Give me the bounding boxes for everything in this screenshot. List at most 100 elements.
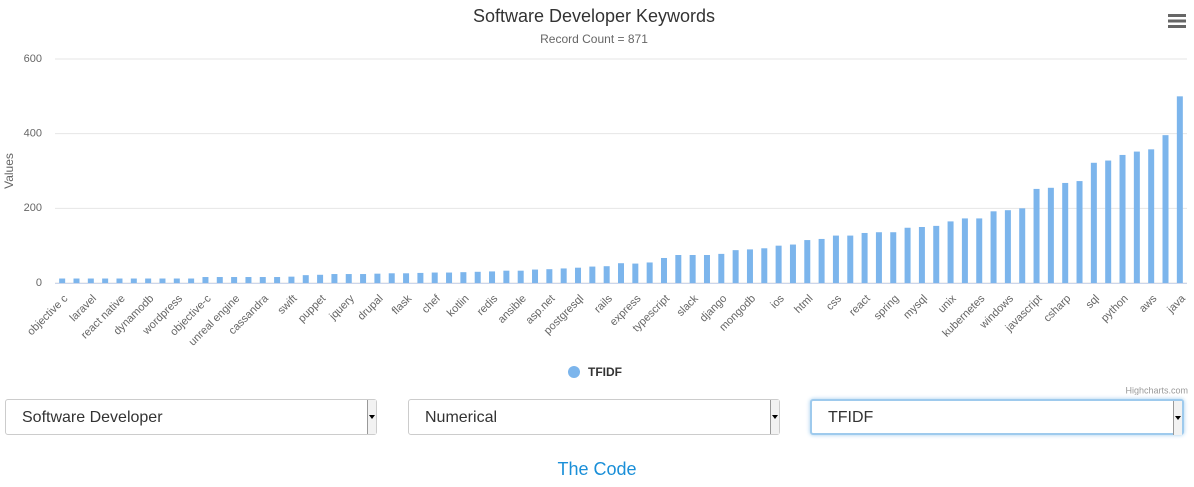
y-tick-label: 0 bbox=[36, 277, 42, 289]
x-tick-label: ansible bbox=[496, 293, 529, 326]
select-arrow bbox=[367, 400, 376, 434]
bar bbox=[360, 274, 367, 283]
select-arrow bbox=[1173, 401, 1182, 435]
bar bbox=[116, 278, 123, 283]
select-text: Software Developer bbox=[22, 409, 163, 426]
x-tick-label: rails bbox=[592, 292, 615, 315]
x-tick-label: react bbox=[847, 293, 873, 319]
menu-line bbox=[1168, 14, 1186, 17]
select[interactable]: TFIDF bbox=[810, 399, 1184, 435]
bar bbox=[847, 235, 854, 283]
bar bbox=[646, 262, 653, 283]
bar bbox=[589, 266, 596, 283]
bar bbox=[832, 235, 839, 283]
bar bbox=[159, 278, 166, 283]
bar bbox=[746, 249, 753, 283]
x-tick-label: spring bbox=[872, 293, 902, 323]
bar bbox=[675, 255, 682, 283]
bar bbox=[1019, 208, 1026, 283]
bar bbox=[288, 276, 295, 283]
x-tick-label: ios bbox=[768, 292, 787, 311]
select-text: TFIDF bbox=[828, 409, 874, 426]
bar bbox=[1033, 188, 1040, 283]
bar bbox=[1162, 135, 1169, 283]
x-tick-label: unix bbox=[936, 292, 959, 315]
bar bbox=[1062, 182, 1069, 283]
bar bbox=[1076, 181, 1083, 283]
bar bbox=[618, 263, 624, 283]
bar bbox=[489, 271, 496, 283]
x-tick-label: slack bbox=[675, 292, 702, 319]
x-tick-label: swift bbox=[276, 293, 300, 317]
x-tick-label: html bbox=[792, 293, 815, 316]
x-tick-label: drupal bbox=[355, 293, 385, 323]
bar bbox=[990, 211, 997, 283]
bar bbox=[718, 253, 725, 283]
bar bbox=[532, 269, 539, 283]
x-tick-label: chef bbox=[420, 292, 444, 316]
bar bbox=[231, 277, 238, 283]
x-tick-label: objective c bbox=[25, 292, 71, 338]
bar bbox=[1004, 210, 1011, 283]
bar bbox=[1119, 154, 1126, 283]
bar bbox=[732, 250, 739, 283]
bar bbox=[1133, 151, 1140, 283]
bar bbox=[274, 277, 281, 283]
chart-subtitle: Record Count = 871 bbox=[540, 32, 648, 46]
bar bbox=[703, 255, 710, 283]
bar bbox=[173, 278, 180, 283]
bar bbox=[302, 275, 309, 283]
bar bbox=[245, 277, 252, 283]
x-tick-label: mysql bbox=[901, 293, 930, 322]
code-link[interactable]: The Code bbox=[0, 459, 1194, 480]
bar bbox=[259, 277, 266, 283]
bar bbox=[689, 255, 696, 283]
link-text[interactable]: The Code bbox=[557, 459, 637, 479]
bar bbox=[961, 218, 968, 283]
select[interactable]: Software Developer bbox=[5, 399, 377, 435]
bar bbox=[632, 263, 639, 283]
bar bbox=[59, 278, 66, 283]
bar bbox=[1176, 96, 1183, 283]
bar bbox=[374, 273, 381, 283]
bar bbox=[918, 227, 925, 283]
bar bbox=[976, 218, 983, 283]
bar bbox=[503, 270, 510, 283]
credits[interactable]: Highcharts.com bbox=[1125, 385, 1188, 395]
select-arrow bbox=[770, 400, 779, 434]
bar bbox=[789, 244, 796, 283]
bar bbox=[660, 257, 667, 283]
bar bbox=[388, 273, 395, 283]
bar bbox=[890, 232, 897, 283]
bar bbox=[761, 248, 768, 283]
chart: Software Developer Keywords Record Count… bbox=[2, 6, 1189, 395]
y-tick-label: 200 bbox=[24, 202, 42, 214]
bar bbox=[904, 227, 911, 283]
select-text: Numerical bbox=[425, 409, 498, 426]
bar bbox=[575, 267, 582, 283]
select[interactable]: Numerical bbox=[408, 399, 780, 435]
bar bbox=[875, 232, 882, 283]
x-tick-label: java bbox=[1165, 292, 1189, 316]
bar bbox=[202, 277, 209, 283]
x-tick-label: aws bbox=[1137, 292, 1160, 315]
bar bbox=[460, 272, 467, 283]
bar bbox=[1090, 162, 1097, 283]
legend-label: TFIDF bbox=[588, 365, 622, 379]
x-tick-label: sql bbox=[1084, 293, 1102, 311]
x-tick-label: flask bbox=[390, 292, 415, 317]
x-tick-label: kotlin bbox=[445, 293, 472, 320]
bar bbox=[102, 278, 109, 283]
menu-button[interactable] bbox=[1168, 14, 1186, 28]
x-tick-label: csharp bbox=[1042, 293, 1074, 325]
menu-line bbox=[1168, 19, 1186, 23]
bar bbox=[933, 225, 940, 283]
bar bbox=[145, 278, 152, 283]
x-tick-label: jquery bbox=[327, 292, 358, 323]
bar bbox=[216, 277, 223, 283]
bar bbox=[474, 271, 481, 283]
bar bbox=[603, 266, 610, 283]
x-tick-label: puppet bbox=[296, 293, 328, 325]
bar bbox=[546, 269, 553, 283]
